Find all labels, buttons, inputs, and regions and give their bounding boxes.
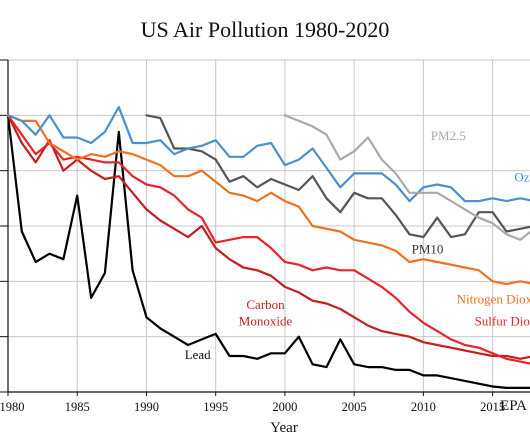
- x-tick-label-5: 2005: [342, 400, 367, 414]
- series-line-pm2-5: [285, 115, 530, 240]
- series-line-pm10: [147, 115, 530, 237]
- series-label-line: Ozone: [514, 170, 530, 185]
- y-axis-ticks: [0, 60, 8, 392]
- series-label-line: PM10: [412, 242, 444, 257]
- series-label-ozone: Ozone: [514, 170, 530, 185]
- series-lines: [8, 107, 530, 388]
- chart-title: US Air Pollution 1980-2020: [141, 17, 390, 42]
- grid: [8, 60, 530, 392]
- series-label-lead: Lead: [185, 347, 211, 362]
- series-label-line: Monoxide: [239, 313, 293, 328]
- series-label-sulfur-dioxide: Sulfur Dioxide: [475, 314, 530, 329]
- x-tick-label-6: 2010: [411, 400, 436, 414]
- series-label-nitrogen-dioxide: Nitrogen Dioxide: [457, 291, 530, 306]
- series-label-line: PM2.5: [431, 128, 466, 143]
- x-tick-label-0: 1980: [0, 400, 25, 414]
- series-label-line: Carbon: [246, 297, 285, 312]
- series-label-pm10: PM10: [412, 242, 444, 257]
- x-tick-label-1: 1985: [65, 400, 90, 414]
- series-line-sulfur-dioxide: [8, 115, 530, 370]
- series-label-line: Lead: [185, 347, 211, 362]
- x-tick-label-2: 1990: [134, 400, 159, 414]
- x-tick-label-3: 1995: [203, 400, 228, 414]
- series-label-line: Sulfur Dioxide: [475, 314, 530, 329]
- series-label-pm2-5: PM2.5: [431, 128, 466, 143]
- series-label-line: Nitrogen Dioxide: [457, 291, 530, 306]
- x-axis-label: Year: [270, 420, 298, 436]
- source-label: EPA: [500, 398, 527, 414]
- x-tick-label-4: 2000: [272, 400, 297, 414]
